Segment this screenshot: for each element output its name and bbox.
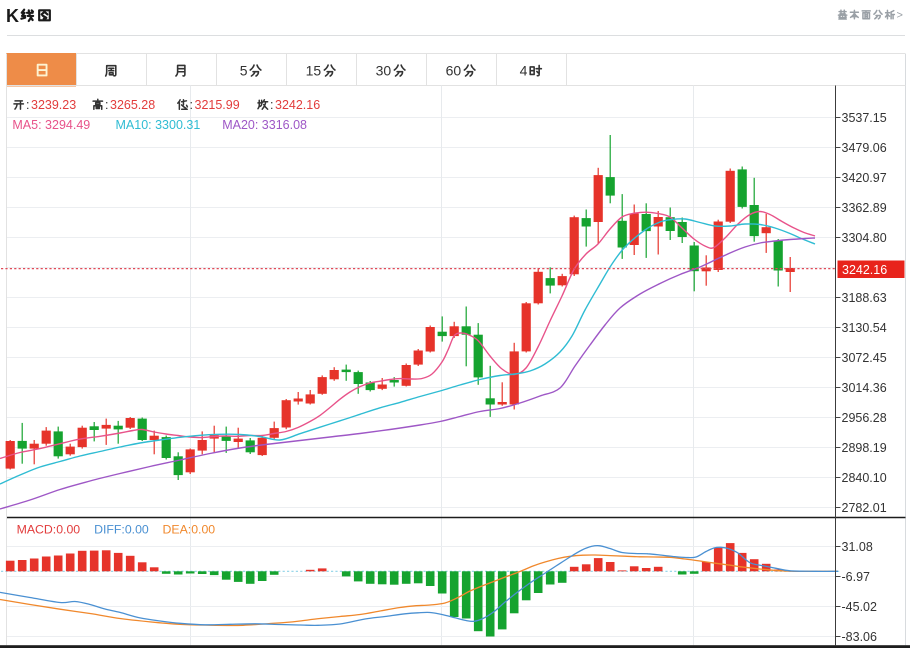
svg-text:MACD:0.00: MACD:0.00 [17, 523, 81, 537]
svg-text:3479.06: 3479.06 [842, 141, 887, 155]
svg-text:3304.80: 3304.80 [842, 231, 887, 245]
svg-text:3014.36: 3014.36 [842, 381, 887, 395]
svg-text:MA10: 3300.31: MA10: 3300.31 [116, 118, 201, 132]
svg-text:3215.99: 3215.99 [195, 98, 240, 112]
svg-text:3420.97: 3420.97 [842, 171, 887, 185]
svg-text:-83.06: -83.06 [842, 630, 877, 644]
svg-text:5: 5 [240, 63, 248, 79]
svg-text::: : [270, 98, 273, 112]
svg-text:2840.10: 2840.10 [842, 471, 887, 485]
svg-text:31.08: 31.08 [842, 540, 873, 554]
svg-text:DIFF:0.00: DIFF:0.00 [94, 523, 149, 537]
svg-text:2898.19: 2898.19 [842, 441, 887, 455]
svg-text:2956.28: 2956.28 [842, 411, 887, 425]
svg-text:30: 30 [376, 63, 392, 79]
svg-text:DEA:0.00: DEA:0.00 [163, 523, 216, 537]
svg-text::: : [190, 98, 193, 112]
svg-text:3537.15: 3537.15 [842, 111, 887, 125]
svg-text:15: 15 [306, 63, 322, 79]
svg-text:-6.97: -6.97 [842, 570, 871, 584]
svg-text:3242.16: 3242.16 [275, 98, 320, 112]
svg-text:3130.54: 3130.54 [842, 321, 887, 335]
svg-text:3362.89: 3362.89 [842, 201, 887, 215]
svg-text:MA5: 3294.49: MA5: 3294.49 [12, 118, 90, 132]
svg-text:3188.63: 3188.63 [842, 291, 887, 305]
svg-text:K: K [6, 6, 19, 26]
svg-text:>: > [897, 10, 903, 22]
svg-text:3072.45: 3072.45 [842, 351, 887, 365]
svg-text:60: 60 [446, 63, 462, 79]
svg-text:MA20: 3316.08: MA20: 3316.08 [222, 118, 307, 132]
svg-text:4: 4 [520, 63, 528, 79]
svg-text:3265.28: 3265.28 [110, 98, 155, 112]
svg-text::: : [105, 98, 108, 112]
svg-text:2782.01: 2782.01 [842, 501, 887, 515]
svg-text::: : [26, 98, 29, 112]
svg-text:3242.16: 3242.16 [842, 263, 887, 277]
svg-text:3239.23: 3239.23 [31, 98, 76, 112]
svg-text:-45.02: -45.02 [842, 600, 877, 614]
